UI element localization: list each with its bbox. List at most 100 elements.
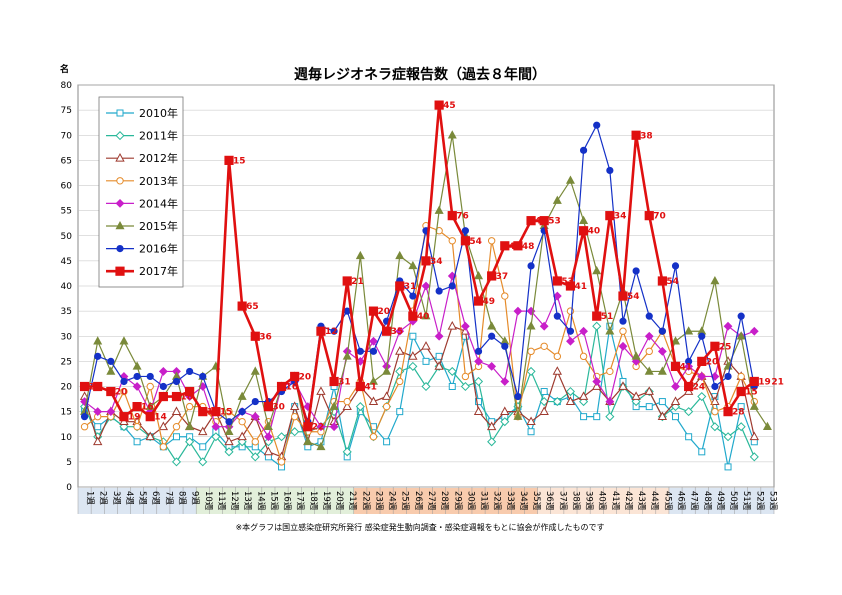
- week-band-1: [78, 488, 197, 514]
- data-point: [552, 397, 562, 407]
- data-point: [434, 205, 444, 214]
- data-point: [566, 307, 575, 315]
- data-label: 20: [706, 357, 719, 367]
- data-point: [224, 426, 234, 436]
- data-point: [250, 331, 260, 341]
- data-point: [685, 433, 693, 441]
- data-label: 20: [299, 372, 312, 382]
- data-label: 14: [154, 413, 167, 423]
- data-point: [579, 215, 589, 224]
- data-point: [565, 281, 576, 291]
- data-point: [501, 342, 509, 350]
- data-point: [225, 407, 233, 416]
- data-point: [382, 326, 392, 336]
- data-label: 15: [745, 388, 758, 398]
- data-point: [276, 381, 287, 392]
- x-tick-label: 16週: [282, 491, 292, 511]
- data-point: [606, 367, 614, 376]
- data-point: [329, 422, 339, 432]
- legend-label: 2016年: [139, 242, 178, 256]
- y-tick-label: 35: [61, 307, 72, 317]
- x-tick-label: 50週: [728, 491, 738, 511]
- data-point: [409, 292, 417, 300]
- x-tick-label: 28週: [439, 491, 449, 511]
- legend-label: 2015年: [139, 219, 178, 233]
- data-point: [185, 402, 194, 411]
- data-point: [473, 376, 484, 387]
- data-point: [159, 382, 167, 391]
- data-label: 54: [666, 277, 679, 287]
- data-point: [684, 326, 694, 335]
- data-point: [343, 397, 351, 406]
- series-line: [84, 326, 755, 464]
- data-label: 16: [286, 383, 299, 393]
- data-point: [421, 281, 431, 291]
- data-point: [618, 341, 628, 351]
- data-point: [592, 311, 602, 321]
- data-point: [605, 397, 615, 406]
- data-point: [211, 407, 221, 417]
- data-point: [513, 306, 523, 316]
- x-tick-label: 31週: [479, 491, 489, 511]
- data-point: [460, 236, 470, 246]
- data-point: [487, 271, 497, 281]
- data-point: [539, 216, 549, 226]
- data-point: [409, 332, 417, 340]
- data-label: 20: [89, 383, 102, 393]
- x-tick-label: 35週: [531, 491, 541, 511]
- x-tick-label: 1週: [85, 491, 95, 505]
- data-point: [251, 397, 259, 406]
- legend-entry: 2015年: [106, 219, 178, 233]
- y-axis-unit-label: 名: [60, 63, 69, 75]
- legend-label: 2014年: [139, 196, 178, 210]
- series-line: [84, 224, 755, 464]
- legend-box: [98, 96, 184, 288]
- data-point: [342, 276, 352, 286]
- data-point: [447, 130, 457, 139]
- y-tick-label: 50: [61, 232, 73, 242]
- data-point: [447, 211, 457, 221]
- y-tick-label: 70: [61, 131, 73, 141]
- data-point: [421, 341, 431, 350]
- data-point: [487, 437, 497, 447]
- data-point: [605, 412, 615, 422]
- data-point: [329, 401, 339, 410]
- data-point: [566, 336, 575, 346]
- data-point: [527, 347, 535, 356]
- data-point: [224, 447, 234, 457]
- data-point: [408, 260, 418, 270]
- data-point: [115, 221, 125, 230]
- data-label: 48: [535, 217, 548, 227]
- data-label: 19: [758, 377, 771, 387]
- data-point: [698, 448, 706, 456]
- data-point: [316, 386, 326, 395]
- data-point: [369, 433, 378, 441]
- data-point: [474, 356, 483, 366]
- x-tick-label: 42週: [623, 491, 633, 511]
- data-point: [553, 352, 562, 361]
- x-tick-label: 49週: [715, 491, 725, 511]
- data-point: [435, 227, 443, 235]
- data-point: [115, 152, 125, 162]
- data-point: [382, 402, 391, 411]
- data-point: [513, 411, 523, 420]
- data-point: [723, 432, 733, 442]
- data-point: [671, 262, 680, 270]
- data-point: [723, 407, 733, 417]
- data-point: [526, 416, 536, 426]
- data-point: [316, 326, 326, 336]
- data-point: [93, 436, 103, 446]
- data-point: [119, 412, 129, 422]
- x-tick-label: 7週: [163, 491, 173, 505]
- data-label: 34: [430, 257, 443, 267]
- data-point: [171, 406, 182, 416]
- data-point: [421, 381, 431, 392]
- data-point: [592, 321, 602, 331]
- data-point: [356, 347, 364, 355]
- data-point: [526, 321, 536, 330]
- data-point: [592, 265, 602, 275]
- data-point: [762, 421, 772, 430]
- data-point: [342, 401, 352, 410]
- data-label: 54: [627, 292, 640, 302]
